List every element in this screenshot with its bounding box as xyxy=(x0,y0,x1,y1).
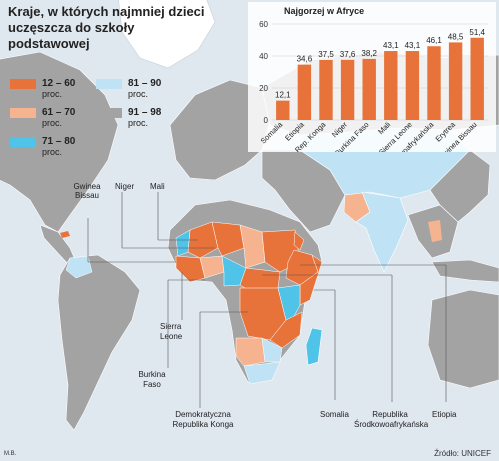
nigeria-shape xyxy=(221,255,247,287)
bar-value-label: 34,6 xyxy=(297,55,313,64)
legend-item: 91 – 98 proc. xyxy=(96,107,161,128)
y-tick-label: 60 xyxy=(259,20,268,29)
category-label: Mali xyxy=(376,120,392,136)
mauritania-shape xyxy=(175,229,191,257)
australia-shape xyxy=(427,289,499,389)
source-credit: Źródło: UNICEF xyxy=(434,449,491,458)
legend-range: 12 – 60 xyxy=(42,78,76,89)
haiti-shape xyxy=(60,231,70,238)
bar xyxy=(297,64,312,120)
bar-value-label: 51,4 xyxy=(469,28,485,37)
legend-unit: proc. xyxy=(128,118,149,128)
label-burkina-faso: Burkina Faso xyxy=(138,370,166,389)
bar xyxy=(384,51,398,120)
angola-shape xyxy=(235,337,266,367)
label-sierra-leone: Sierra Leone xyxy=(160,322,183,341)
bar xyxy=(276,100,290,120)
bar-value-label: 43,1 xyxy=(383,41,399,50)
label-rsa: Republika Środkowoafrykańska xyxy=(354,410,429,429)
legend-range: 81 – 90 xyxy=(128,78,162,89)
bar-chart: Najgorzej w Afryce020406012,1Somalia34,6… xyxy=(255,6,488,201)
bar xyxy=(427,46,441,120)
legend-unit: proc. xyxy=(42,147,63,157)
bar-value-label: 37,6 xyxy=(340,50,356,59)
chart-title: Najgorzej w Afryce xyxy=(284,6,364,16)
bar xyxy=(319,60,333,120)
bar-value-label: 48,5 xyxy=(448,32,464,41)
south-america-shape xyxy=(57,254,141,431)
bar-value-label: 46,1 xyxy=(426,36,442,45)
label-dr-konga: Demokratyczna Republika Konga xyxy=(172,410,234,429)
eritrea-shape xyxy=(293,231,305,251)
indonesia-shape xyxy=(431,259,499,283)
bar xyxy=(405,51,420,120)
bar-value-label: 38,2 xyxy=(361,49,377,58)
laos-shape xyxy=(428,220,442,242)
legend-swatch xyxy=(96,108,122,118)
legend-range: 91 – 98 xyxy=(128,107,162,118)
tanzania-shape xyxy=(269,311,303,349)
east-asia-shape xyxy=(429,149,491,223)
north-america-shape xyxy=(0,51,119,233)
bar xyxy=(362,58,376,120)
south-africa-shape xyxy=(243,361,281,385)
madagascar-shape xyxy=(305,327,323,366)
bar xyxy=(470,37,484,121)
bar-value-label: 37,5 xyxy=(318,50,334,59)
legend-range: 71 – 80 xyxy=(42,136,76,147)
legend-item: 81 – 90 proc. xyxy=(96,78,161,99)
category-label: Niger xyxy=(330,120,349,139)
legend: 12 – 60 proc. 61 – 70 proc. 71 – 80 proc. 8… xyxy=(10,78,210,168)
bar xyxy=(340,59,355,120)
bar-value-label: 43,1 xyxy=(405,41,421,50)
label-niger: Niger xyxy=(115,182,135,191)
legend-item: 71 – 80 proc. xyxy=(10,136,75,157)
author-initials: M.B. xyxy=(4,451,17,457)
y-tick-label: 0 xyxy=(264,116,269,125)
label-mali: Mali xyxy=(150,182,165,191)
india-shape xyxy=(355,191,409,273)
legend-swatch xyxy=(96,79,122,89)
greenland-shape xyxy=(118,0,216,69)
bar xyxy=(448,42,463,120)
y-tick-label: 40 xyxy=(259,52,268,61)
chad-shape xyxy=(239,224,266,269)
colombia-shape xyxy=(65,255,93,279)
legend-range: 61 – 70 xyxy=(42,107,76,118)
label-etiopia: Etiopia xyxy=(432,410,457,419)
label-gwinea-bissau: Gwinea Bissau xyxy=(73,182,101,200)
legend-unit: proc. xyxy=(128,89,149,99)
y-tick-label: 20 xyxy=(259,84,268,93)
bar-chart-panel: Najgorzej w Afryce 0 20 40 60 12,1 Somalia 34,6… xyxy=(248,2,496,201)
legend-item: 61 – 70 proc. xyxy=(10,107,75,128)
legend-swatch xyxy=(10,137,36,147)
legend-unit: proc. xyxy=(42,118,63,128)
legend-item: 12 – 60 proc. xyxy=(10,78,75,99)
niger-shape xyxy=(211,221,245,257)
bar-value-label: 12,1 xyxy=(275,91,291,100)
east-africa-shape xyxy=(277,284,301,321)
legend-unit: proc. xyxy=(42,89,63,99)
leader-lines xyxy=(87,192,447,408)
legend-swatch xyxy=(10,108,36,118)
label-somalia: Somalia xyxy=(320,410,349,419)
map-title: Kraje, w których najmniej dzieci uczęszc… xyxy=(8,4,205,51)
legend-swatch xyxy=(10,79,36,89)
